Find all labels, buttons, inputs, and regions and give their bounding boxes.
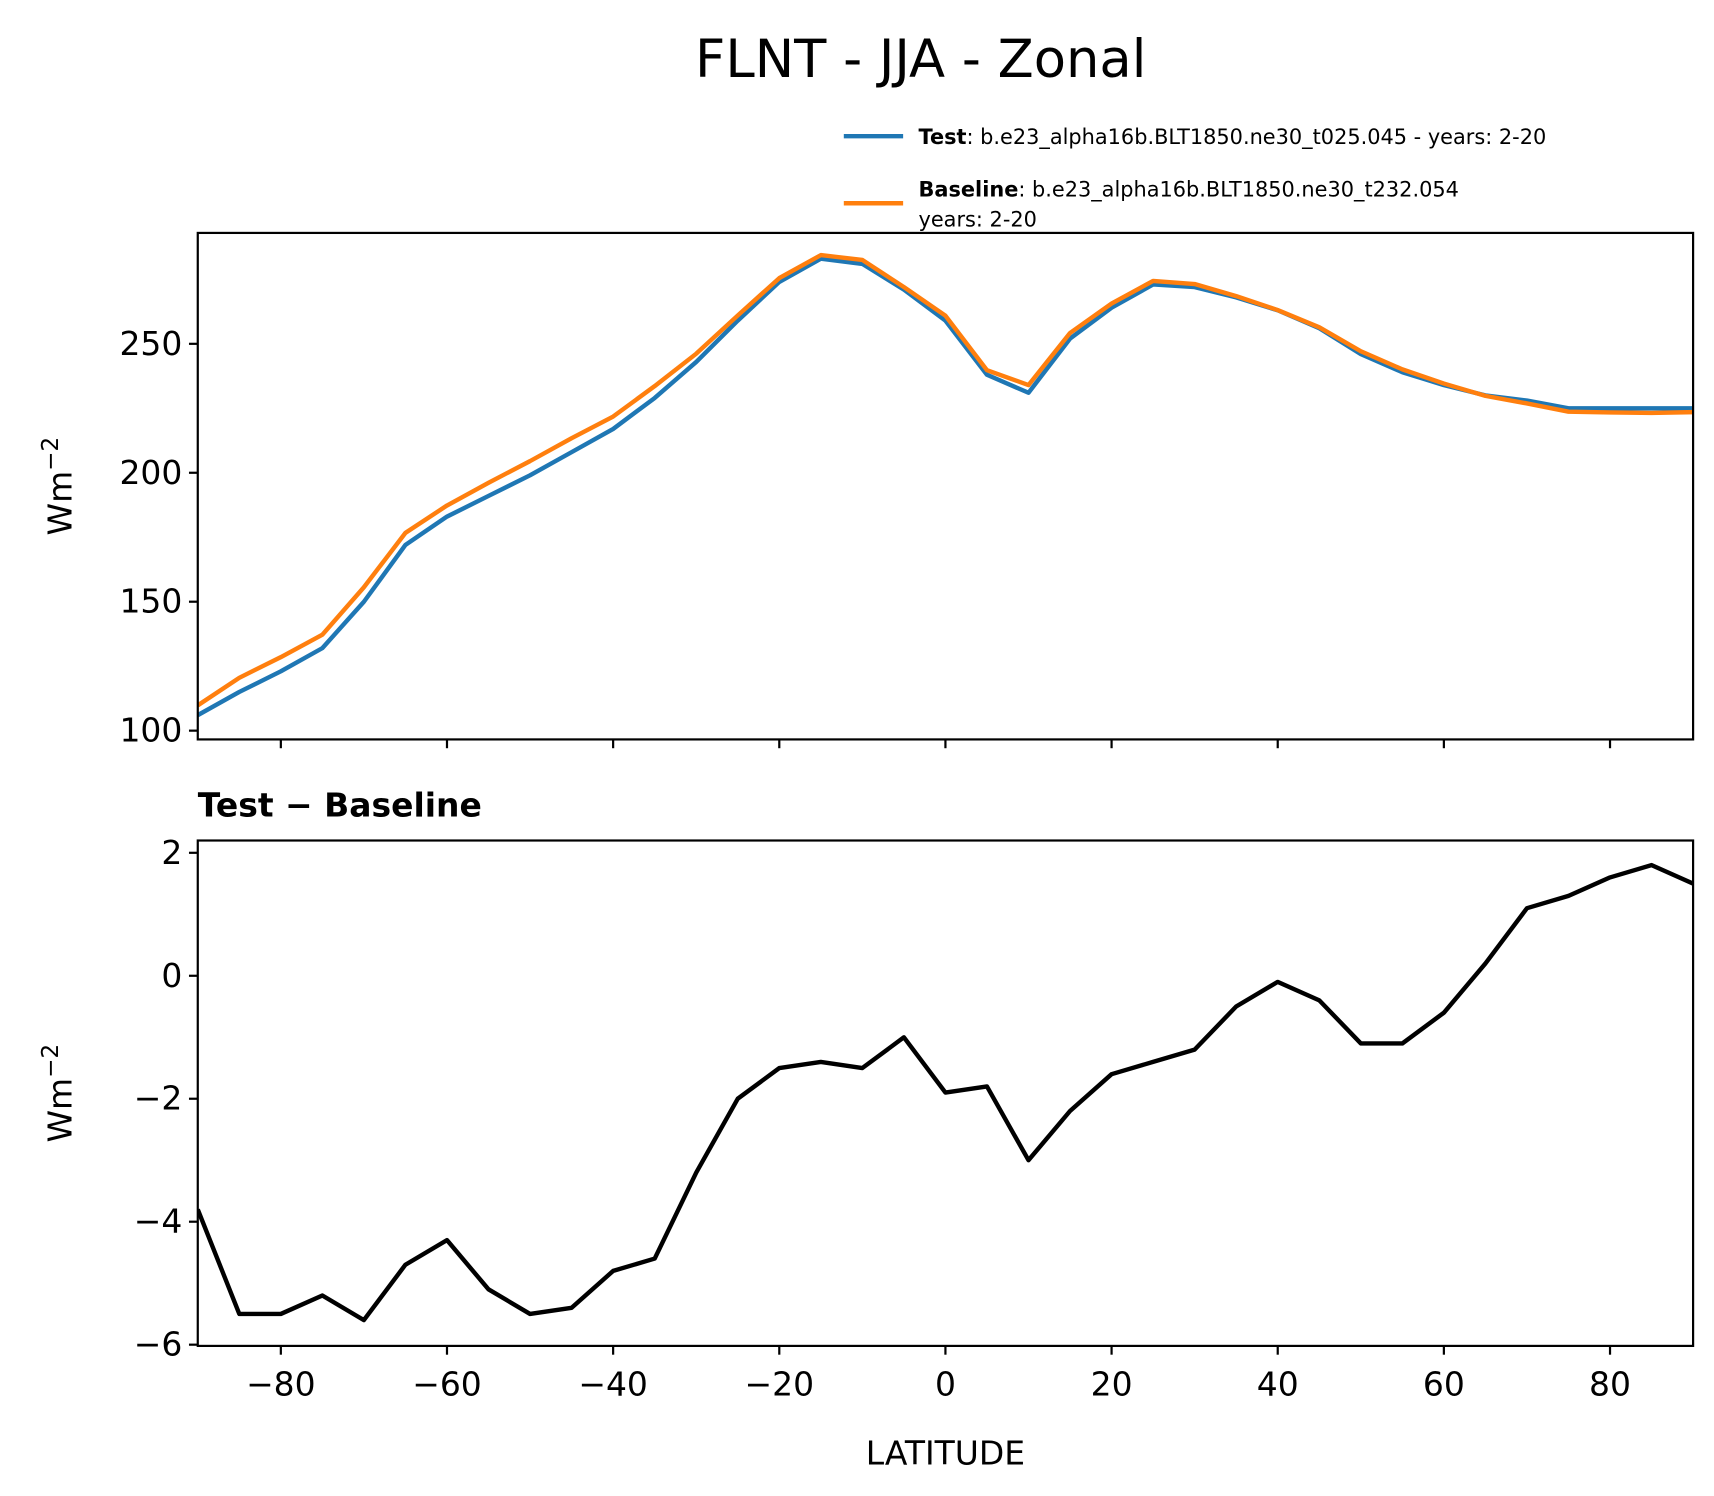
legend-name: Test bbox=[919, 125, 967, 149]
legend-name: Baseline bbox=[919, 178, 1019, 202]
series-line bbox=[197, 252, 1694, 708]
y-axis-label-sup: −2 bbox=[38, 437, 64, 471]
y-tick-label: 100 bbox=[119, 711, 182, 750]
x-tick-label: −80 bbox=[246, 1364, 316, 1403]
y-tick-label: 0 bbox=[161, 956, 182, 995]
legend-description: : b.e23_alpha16b.BLT1850.ne30_t025.045 -… bbox=[967, 125, 1547, 150]
x-tick-label: 80 bbox=[1589, 1364, 1631, 1403]
y-tick-label: −6 bbox=[134, 1325, 183, 1364]
figure-title: FLNT - JJA - Zonal bbox=[695, 29, 1146, 90]
legend-description: years: 2-20 bbox=[919, 207, 1037, 231]
y-tick-label: 200 bbox=[119, 453, 182, 492]
x-tick-label: 60 bbox=[1423, 1364, 1465, 1403]
y-tick-label: 150 bbox=[119, 582, 182, 621]
y-tick-label: 250 bbox=[119, 324, 182, 363]
x-tick-label: −20 bbox=[745, 1364, 815, 1403]
legend-description: : b.e23_alpha16b.BLT1850.ne30_t232.054 bbox=[1018, 178, 1459, 203]
y-axis-label-base: Wm bbox=[40, 1078, 79, 1143]
x-tick-label: −60 bbox=[412, 1364, 482, 1403]
legend-text: Baseline: b.e23_alpha16b.BLT1850.ne30_t2… bbox=[919, 178, 1459, 232]
legend-text: Test: b.e23_alpha16b.BLT1850.ne30_t025.0… bbox=[919, 125, 1547, 150]
axes-frame bbox=[196, 839, 1695, 1348]
y-axis-label-sup: −2 bbox=[38, 1044, 64, 1078]
x-tick-label: 40 bbox=[1257, 1364, 1299, 1403]
x-tick-label: 0 bbox=[935, 1364, 956, 1403]
y-axis-label: Wm−2 bbox=[38, 1044, 79, 1143]
x-axis-label: LATITUDE bbox=[866, 1434, 1025, 1473]
y-axis-label-base: Wm bbox=[40, 471, 79, 536]
y-tick-label: 2 bbox=[161, 833, 182, 872]
y-tick-label: −4 bbox=[134, 1202, 183, 1241]
x-tick-label: 20 bbox=[1091, 1364, 1133, 1403]
series-line bbox=[197, 862, 1694, 1323]
plot-area: FLNT - JJA - Zonal 100150200250Wm−2Test:… bbox=[38, 29, 1695, 1473]
y-axis-label: Wm−2 bbox=[38, 437, 79, 536]
y-tick-label: −2 bbox=[134, 1079, 183, 1118]
axes-title: Test − Baseline bbox=[198, 785, 482, 824]
x-tick-label: −40 bbox=[578, 1364, 648, 1403]
axes-frame bbox=[196, 231, 1695, 741]
